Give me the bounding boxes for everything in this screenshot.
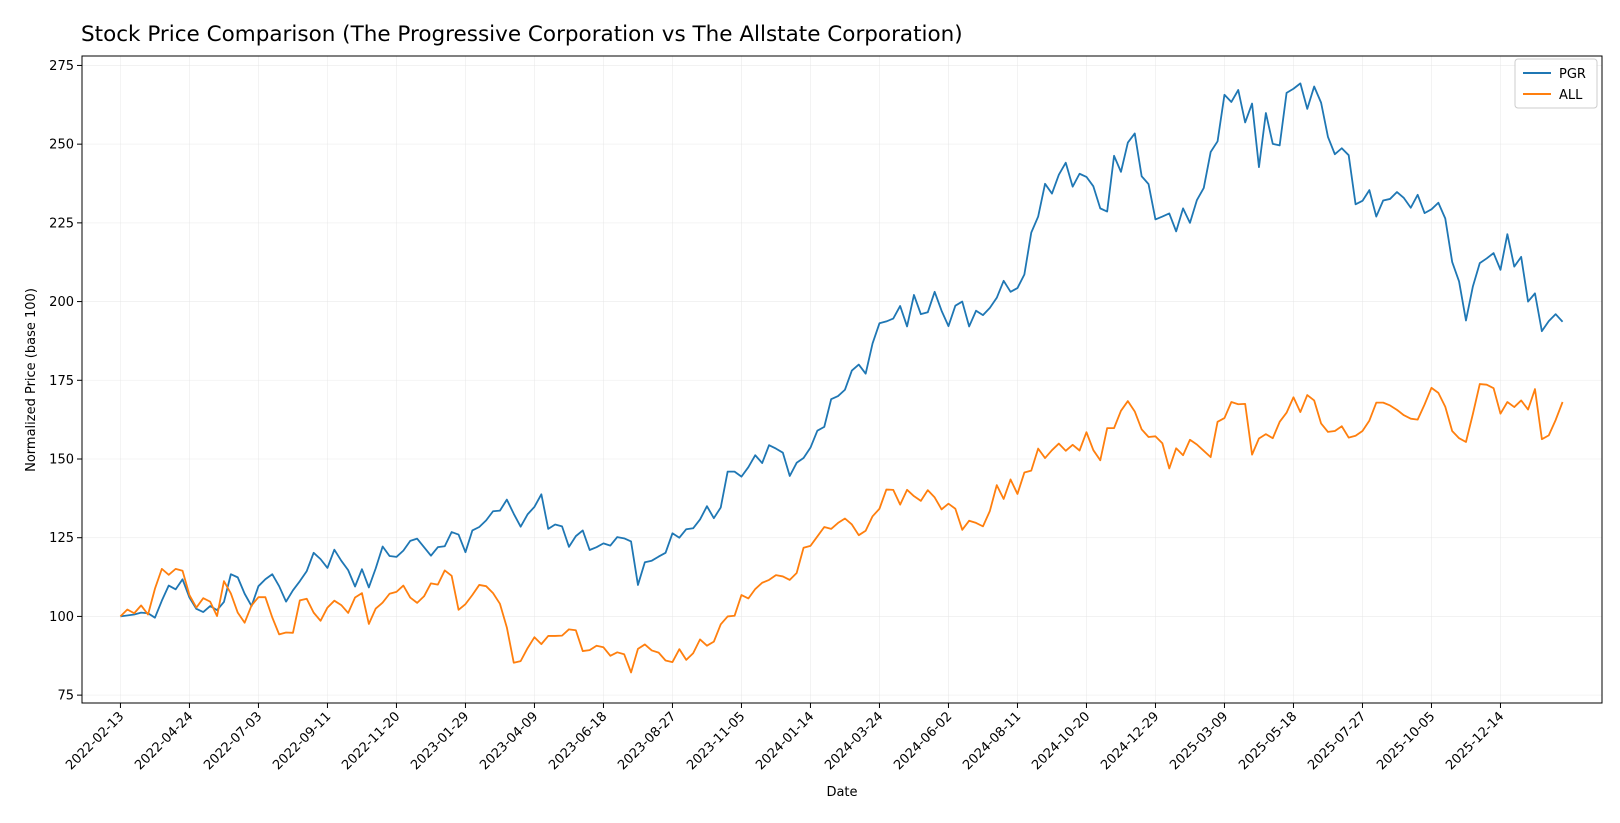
plot-frame: [81, 55, 1603, 704]
legend-box: [1514, 58, 1598, 109]
series-line-pgr: [120, 82, 1564, 619]
x-tick-label: 2023-06-18: [546, 709, 610, 773]
x-tick-label: 2025-07-27: [1305, 709, 1369, 773]
x-tick-label: 2025-12-14: [1443, 709, 1507, 773]
x-tick-label: 2022-07-03: [201, 709, 265, 773]
y-tick-label: 275: [49, 59, 74, 74]
x-axis-label: Date: [826, 785, 857, 800]
x-tick-label: 2023-04-09: [477, 709, 541, 773]
x-tick-label: 2025-05-18: [1236, 709, 1300, 773]
x-tick-label: 2022-04-24: [132, 709, 196, 773]
y-tick-label: 175: [49, 374, 74, 389]
x-tick-label: 2025-10-05: [1374, 709, 1438, 773]
x-tick-label: 2022-11-20: [339, 709, 403, 773]
x-tick-label: 2024-12-29: [1098, 709, 1162, 773]
x-tick-label: 2022-09-11: [270, 709, 334, 773]
y-tick-label: 200: [49, 295, 74, 310]
x-tick-label: 2024-01-14: [753, 709, 817, 773]
legend: PGR ALL: [1514, 58, 1598, 109]
x-tick-label: 2023-01-29: [408, 709, 472, 773]
x-tick-label: 2023-11-05: [684, 709, 748, 773]
x-tick-label: 2025-03-09: [1167, 709, 1231, 773]
y-tick-label: 75: [57, 689, 74, 704]
x-tick-label: 2023-08-27: [615, 709, 679, 773]
legend-label-pgr: PGR: [1559, 67, 1586, 82]
y-tick-label: 225: [49, 216, 74, 231]
x-tick-label: 2024-03-24: [822, 709, 886, 773]
x-tick-label: 2024-10-20: [1029, 709, 1093, 773]
y-tick-label: 125: [49, 531, 74, 546]
series-layer: [119, 82, 1564, 674]
x-axis: 2022-02-13 2022-04-24 2022-07-03 2022-09-11…: [63, 703, 1507, 773]
x-tick-label: 2024-08-11: [960, 709, 1024, 773]
y-axis: 75 100 125 150 175 200 225 250 275: [49, 59, 82, 704]
chart-title: Stock Price Comparison (The Progressive …: [81, 22, 963, 47]
series-line-all: [119, 383, 1564, 674]
y-tick-label: 100: [49, 610, 74, 625]
y-tick-label: 250: [49, 138, 74, 153]
x-tick-label: 2024-06-02: [891, 709, 955, 773]
y-axis-label: Normalized Price (base 100): [24, 288, 39, 472]
legend-label-all: ALL: [1559, 88, 1583, 103]
x-tick-label: 2022-02-13: [63, 709, 127, 773]
y-tick-label: 150: [49, 452, 74, 467]
grid-layer: [82, 56, 1602, 703]
